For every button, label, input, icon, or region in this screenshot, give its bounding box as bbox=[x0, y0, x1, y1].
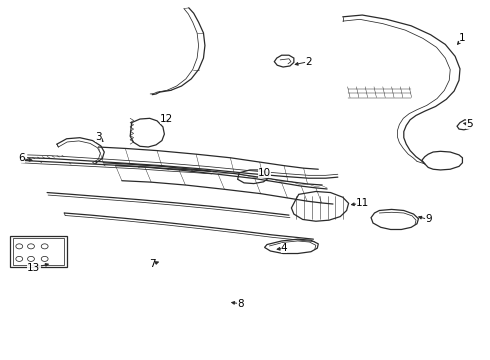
Bar bbox=[13, 238, 64, 265]
Text: 7: 7 bbox=[149, 259, 155, 269]
Text: 1: 1 bbox=[459, 33, 466, 43]
Text: 9: 9 bbox=[425, 215, 432, 224]
Text: 2: 2 bbox=[305, 57, 312, 67]
Bar bbox=[10, 236, 67, 267]
Text: 11: 11 bbox=[356, 198, 369, 208]
Text: 13: 13 bbox=[27, 263, 41, 273]
Text: 4: 4 bbox=[281, 243, 288, 253]
Text: 12: 12 bbox=[160, 114, 173, 124]
Text: 6: 6 bbox=[18, 153, 24, 163]
Text: 5: 5 bbox=[466, 120, 473, 129]
Text: 3: 3 bbox=[95, 132, 102, 142]
Text: 10: 10 bbox=[258, 168, 271, 178]
Text: 8: 8 bbox=[237, 299, 244, 309]
